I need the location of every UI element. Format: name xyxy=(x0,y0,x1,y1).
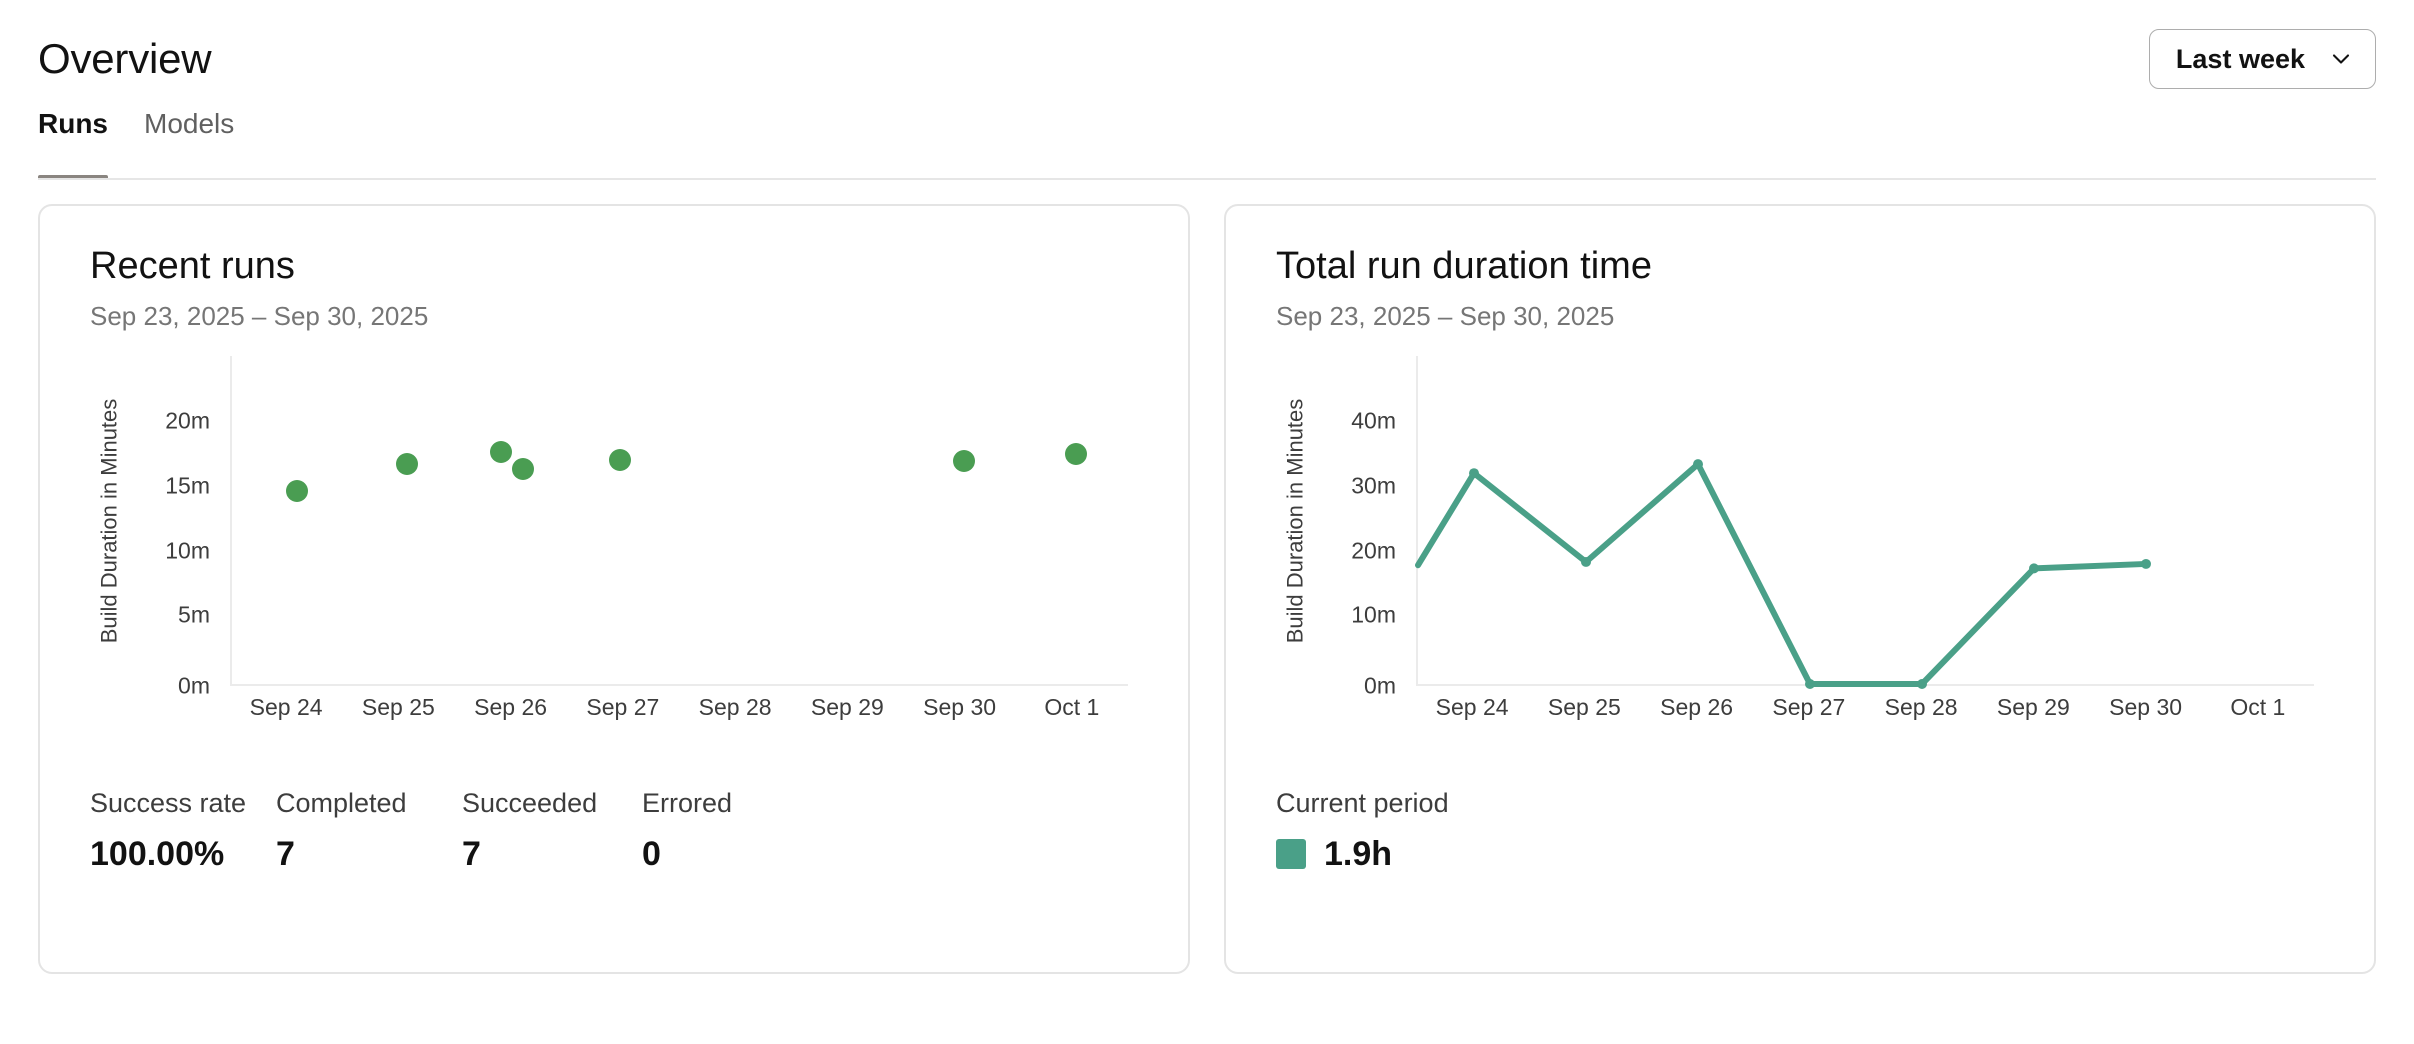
x-tick-label: Sep 28 xyxy=(1884,694,1958,721)
tab-bar: Runs Models xyxy=(38,108,2376,180)
x-tick-label: Sep 26 xyxy=(1660,694,1734,721)
stat-success-rate: Success rate 100.00% xyxy=(90,788,276,874)
stat-errored: Errored 0 xyxy=(642,788,733,874)
line-point[interactable] xyxy=(1693,459,1703,470)
stat-succeeded: Succeeded 7 xyxy=(462,788,642,874)
stat-value: 0 xyxy=(642,835,661,874)
x-tick-label: Sep 30 xyxy=(923,694,997,721)
tab-bar-divider xyxy=(38,178,2376,180)
x-tick-label: Sep 29 xyxy=(810,694,884,721)
card-total-run-duration-time: Total run duration time Sep 23, 2025 – S… xyxy=(1224,204,2376,974)
line-series xyxy=(1415,459,2151,690)
tab-models[interactable]: Models xyxy=(144,108,256,166)
recent-runs-chart: Build Duration in Minutes 0m 5m 10m 15m 20m … xyxy=(90,356,1138,736)
stat-value: 7 xyxy=(462,835,481,874)
y-tick-label: 0m xyxy=(178,672,210,699)
line-plot-area xyxy=(1415,356,2314,690)
legend-label: Current period xyxy=(1276,788,1449,819)
y-axis-ticks: 0m 5m 10m 15m 20m xyxy=(128,356,220,697)
period-range-value: Last week xyxy=(2175,43,2305,74)
stat-label: Success rate xyxy=(90,788,247,819)
card-title: Total run duration time xyxy=(1276,245,1652,287)
line-point[interactable] xyxy=(2141,559,2151,570)
card-title: Recent runs xyxy=(90,245,295,287)
scatter-point[interactable] xyxy=(490,441,513,464)
x-tick-label: Sep 26 xyxy=(474,694,548,721)
x-tick-label: Sep 25 xyxy=(361,694,435,721)
period-range-dropdown[interactable]: Last week xyxy=(2148,29,2376,89)
stat-completed: Completed 7 xyxy=(276,788,462,874)
x-tick-label: Sep 29 xyxy=(1996,694,2070,721)
y-tick-label: 30m xyxy=(1351,472,1396,499)
y-axis-title: Build Duration in Minutes xyxy=(1280,356,1310,686)
x-tick-label: Oct 1 xyxy=(2230,694,2286,721)
stat-label: Completed xyxy=(276,788,407,819)
line-point[interactable] xyxy=(2029,563,2039,574)
page-title: Overview xyxy=(38,35,212,82)
line-point[interactable] xyxy=(1917,679,1927,690)
scatter-point[interactable] xyxy=(285,480,308,503)
line-point[interactable] xyxy=(1581,557,1591,568)
scatter-point[interactable] xyxy=(511,458,534,481)
recent-runs-stats: Success rate 100.00% Completed 7 Succeeded 7 E… xyxy=(90,788,1138,874)
y-tick-label: 5m xyxy=(178,601,210,628)
stat-value: 100.00% xyxy=(90,835,225,874)
y-tick-label: 40m xyxy=(1351,407,1396,434)
y-axis-ticks: 0m 10m 20m 30m 40m xyxy=(1314,356,1406,697)
x-axis-ticks: Sep 24 Sep 25 Sep 26 Sep 27 Sep 28 Sep 29 Sep … xyxy=(1416,696,2314,730)
stat-label: Succeeded xyxy=(462,788,598,819)
y-tick-label: 10m xyxy=(1351,601,1396,628)
line-point[interactable] xyxy=(1469,468,1479,479)
current-period-legend: Current period 1.9h xyxy=(1276,790,2324,871)
y-tick-label: 20m xyxy=(1351,537,1396,564)
x-tick-label: Sep 25 xyxy=(1547,694,1621,721)
legend-color-swatch xyxy=(1276,839,1306,870)
y-axis-title-text: Build Duration in Minutes xyxy=(96,399,122,644)
total-run-duration-chart: Build Duration in Minutes 0m 10m 20m 30m 40m… xyxy=(1276,356,2324,736)
y-tick-label: 0m xyxy=(1364,672,1396,699)
card-subtitle: Sep 23, 2025 – Sep 30, 2025 xyxy=(1276,300,1615,331)
y-tick-label: 15m xyxy=(165,472,210,499)
legend-row: 1.9h xyxy=(1276,837,1449,871)
legend-value: 1.9h xyxy=(1324,835,1393,874)
stat-value: 7 xyxy=(276,835,295,874)
x-axis-ticks: Sep 24 Sep 25 Sep 26 Sep 27 Sep 28 Sep 29 Sep … xyxy=(230,696,1128,730)
scatter-plot-area xyxy=(230,356,1128,687)
legend-block: Current period 1.9h xyxy=(1276,790,1449,871)
scatter-point[interactable] xyxy=(1064,442,1087,465)
chevron-down-icon xyxy=(2331,49,2351,69)
scatter-point[interactable] xyxy=(609,449,632,471)
cards-container: Recent runs Sep 23, 2025 – Sep 30, 2025 … xyxy=(38,204,2376,974)
line-point[interactable] xyxy=(1805,679,1815,690)
x-tick-label: Sep 27 xyxy=(586,694,660,721)
page-header: Overview Last week xyxy=(38,0,2376,96)
stat-label: Errored xyxy=(642,788,733,819)
x-tick-label: Sep 30 xyxy=(2109,694,2183,721)
x-tick-label: Sep 27 xyxy=(1772,694,1846,721)
x-tick-label: Sep 24 xyxy=(1435,694,1509,721)
scatter-point[interactable] xyxy=(952,450,975,473)
y-axis-title-text: Build Duration in Minutes xyxy=(1282,399,1308,644)
scatter-point[interactable] xyxy=(396,452,419,475)
tab-runs[interactable]: Runs xyxy=(38,108,130,180)
x-tick-label: Sep 24 xyxy=(249,694,323,721)
x-tick-label: Sep 28 xyxy=(698,694,772,721)
card-subtitle: Sep 23, 2025 – Sep 30, 2025 xyxy=(90,300,429,331)
y-tick-label: 20m xyxy=(165,407,210,434)
y-tick-label: 10m xyxy=(165,537,210,564)
card-recent-runs: Recent runs Sep 23, 2025 – Sep 30, 2025 … xyxy=(38,204,1190,974)
line-path xyxy=(1415,461,2149,688)
x-tick-label: Oct 1 xyxy=(1044,694,1100,721)
y-axis-title: Build Duration in Minutes xyxy=(94,356,124,686)
